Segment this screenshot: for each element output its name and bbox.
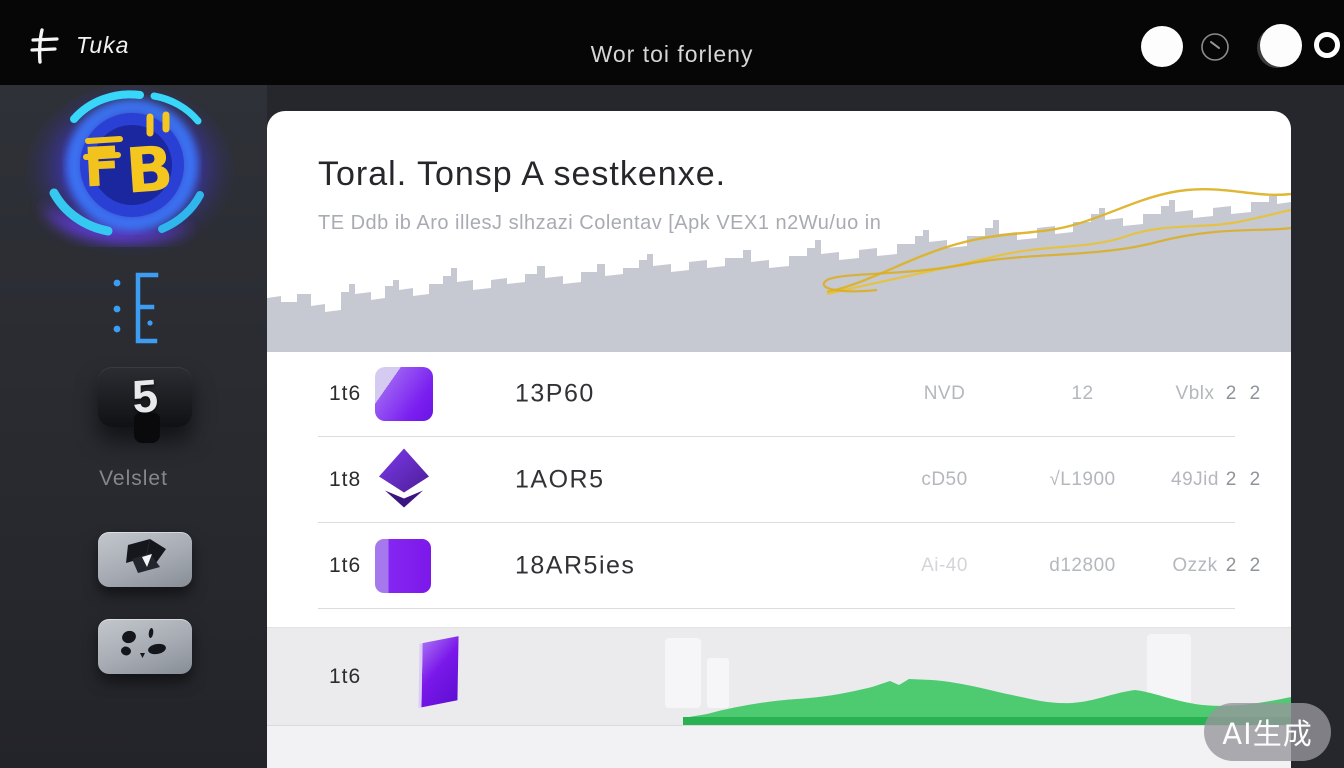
ring-icon[interactable]: [1314, 32, 1340, 58]
asset-row[interactable]: 1t6 18AR5ies Ai-40 d12800 Ozzk 2 2: [267, 523, 1291, 609]
bitcoin-wallet-logo-icon[interactable]: F B: [22, 83, 237, 261]
row-index: 1t6: [329, 382, 362, 405]
asset-col1: NVD: [923, 383, 966, 404]
card-title: Toral. Tonsp A sestkenxe.: [318, 155, 727, 193]
asset-col2: √L1900: [1049, 469, 1116, 490]
asset-col2: d12800: [1049, 555, 1116, 576]
asset-name: 1AOR5: [515, 465, 605, 494]
row-divider: [318, 522, 1235, 523]
eth-diamond-icon: [375, 447, 433, 514]
bottom-asset-row[interactable]: 1t6: [267, 627, 1291, 726]
asset-col4: 2 2: [1225, 555, 1265, 576]
asset-col3: Ozzk: [1172, 555, 1218, 576]
asset-col4: 2 2: [1225, 469, 1265, 490]
asset-col1: Ai-40: [921, 555, 968, 576]
clock-icon[interactable]: [1200, 32, 1230, 67]
wallet-provider-button[interactable]: [98, 532, 192, 587]
asset-col2: 12: [1071, 383, 1094, 404]
brand-logo-icon: [28, 26, 62, 71]
asset-row[interactable]: 1t8 1AOR5 cD50 √L1900 49Jid 2 2: [267, 437, 1291, 523]
green-area-chart: [647, 646, 1291, 726]
svg-text:F: F: [82, 135, 122, 200]
list-nav-icon[interactable]: [108, 267, 164, 356]
page-title: Wor toi forleny: [590, 41, 754, 67]
asset-col3: Vblx: [1175, 383, 1215, 404]
row-divider: [318, 608, 1235, 609]
row-divider: [318, 436, 1235, 437]
ghost-shape: [707, 658, 729, 708]
asset-name: 18AR5ies: [515, 551, 636, 580]
row-index: 1t6: [329, 554, 362, 577]
row-index: 1t6: [329, 665, 362, 688]
wallet-label: Velslet: [99, 467, 168, 490]
top-bar: Tuka Wor toi forleny: [0, 0, 1344, 85]
portfolio-card: Toral. Tonsp A sestkenxe. TE Ddb ib Aro …: [267, 111, 1291, 768]
asset-col1: cD50: [921, 469, 968, 490]
nav-5-glyph: 5: [130, 369, 160, 423]
asset-col3: 49Jid: [1171, 469, 1219, 490]
brand-name: Tuka: [76, 32, 130, 58]
svg-text:B: B: [123, 132, 175, 208]
purple-folder-icon: [375, 539, 431, 593]
purple-parallelogram-icon: [418, 636, 459, 708]
fold-gem-icon: [120, 537, 170, 582]
ghost-shape: [665, 638, 701, 708]
bottom-strip: [267, 725, 1291, 768]
asset-col4: 2 2: [1225, 383, 1265, 404]
paw-dots-icon: [117, 625, 173, 668]
ai-watermark-badge: AI生成: [1204, 703, 1331, 761]
avatar[interactable]: [1141, 26, 1183, 67]
card-subtitle: TE Ddb ib Aro illesJ slhzazi Colentav [A…: [318, 212, 882, 234]
skyline-chart: [267, 172, 1291, 352]
row-index: 1t8: [329, 468, 362, 491]
asset-row[interactable]: 1t6 13P60 NVD 12 Vblx 2 2: [267, 351, 1291, 437]
paw-button[interactable]: [98, 619, 192, 674]
sidebar: F B 5 Velslet: [0, 85, 267, 768]
purple-square-icon: [375, 367, 433, 421]
asset-name: 13P60: [515, 379, 595, 408]
nav-5-button[interactable]: 5: [98, 367, 192, 443]
avatar[interactable]: [1260, 24, 1302, 67]
